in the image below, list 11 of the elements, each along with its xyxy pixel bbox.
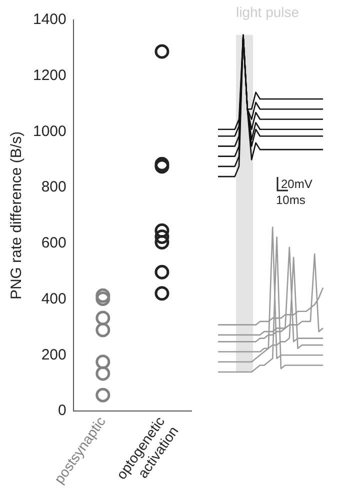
y-tick-label: 1000: [32, 122, 66, 140]
y-tick-label: 1400: [32, 11, 66, 28]
y-tick-label: 0: [58, 402, 66, 420]
y-tick-label: 200: [41, 346, 66, 364]
y-tick-label: 800: [41, 178, 66, 196]
annotation: 20mV: [281, 177, 312, 191]
annotation: 10ms: [276, 193, 306, 207]
y-tick-label: 1200: [32, 66, 66, 84]
y-tick-label: 400: [41, 290, 66, 308]
y-axis-title: PNG rate difference (B/s): [8, 131, 26, 300]
y-tick-label: 600: [41, 234, 66, 252]
